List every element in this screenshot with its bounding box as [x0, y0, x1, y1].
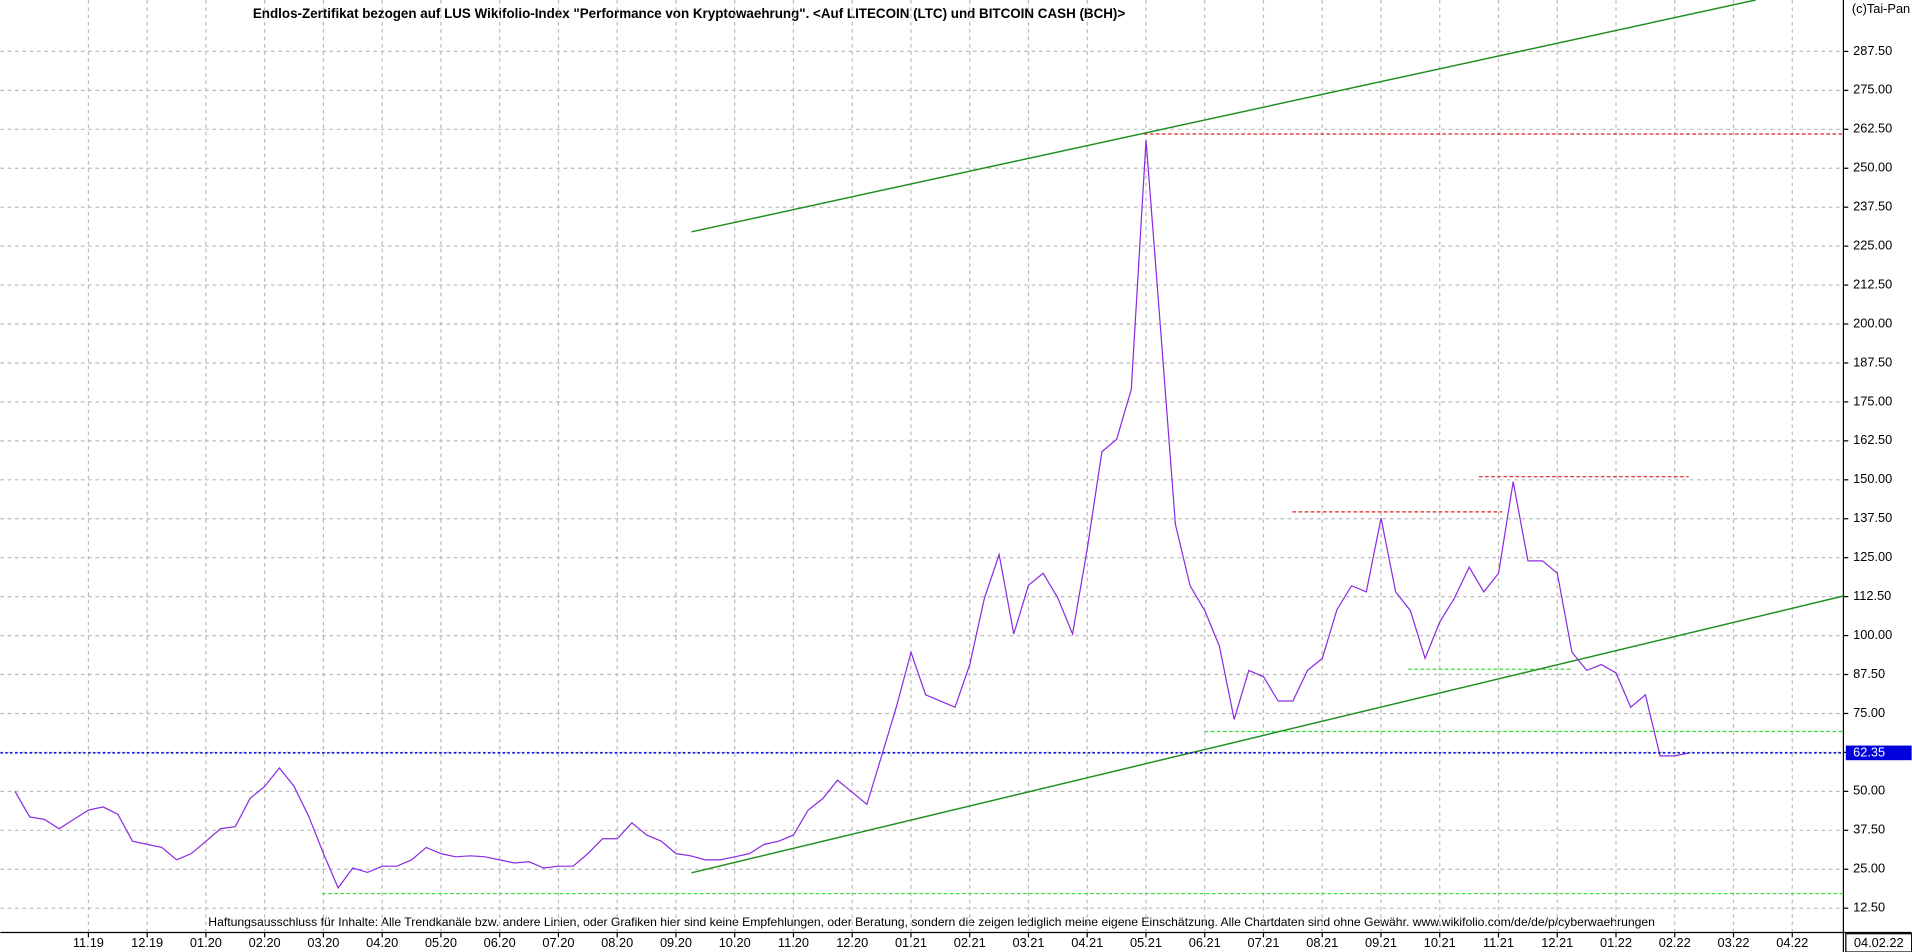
x-tick-label: 04.21 — [1071, 935, 1103, 950]
current-value-box — [1845, 745, 1912, 761]
y-tick-label: 75.00 — [1853, 705, 1885, 720]
y-tick-label: 225.00 — [1853, 238, 1892, 253]
x-tick-label: 12.21 — [1541, 935, 1573, 950]
y-tick-label: 200.00 — [1853, 315, 1892, 330]
y-tick-label: 50.00 — [1853, 783, 1885, 798]
trend-line — [691, 0, 1756, 233]
y-tick-label: 162.50 — [1853, 432, 1892, 447]
x-tick-label: 01.21 — [895, 935, 927, 950]
x-tick-label: 12.20 — [836, 935, 868, 950]
x-tick-label: 02.22 — [1659, 935, 1691, 950]
price-line — [14, 140, 1690, 890]
x-tick-label: 03.22 — [1718, 935, 1750, 950]
y-tick-label: 212.50 — [1853, 276, 1892, 291]
x-tick-label: 01.22 — [1600, 935, 1632, 950]
y-tick-label: 287.50 — [1853, 43, 1892, 58]
y-tick-label: 125.00 — [1853, 549, 1892, 564]
y-tick-label: 187.50 — [1853, 354, 1892, 369]
chart-title: Endlos-Zertifikat bezogen auf LUS Wikifo… — [253, 6, 1126, 21]
x-tick-label: 06.20 — [484, 935, 516, 950]
x-tick-label: 04.22 — [1776, 935, 1808, 950]
x-tick-label: 03.21 — [1012, 935, 1044, 950]
x-tick-label: 09.21 — [1365, 935, 1397, 950]
x-tick-label: 08.21 — [1306, 935, 1338, 950]
x-tick-label: 06.21 — [1189, 935, 1221, 950]
y-tick-label: 100.00 — [1853, 627, 1892, 642]
disclaimer: Haftungsausschluss für Inhalte: Alle Tre… — [208, 915, 1655, 929]
x-tick-label: 02.20 — [249, 935, 281, 950]
x-tick-label: 04.20 — [366, 935, 398, 950]
x-tick-label: 07.20 — [542, 935, 574, 950]
trend-line — [691, 595, 1844, 874]
x-tick-label: 02.21 — [954, 935, 986, 950]
x-tick-label: 03.20 — [307, 935, 339, 950]
y-tick-label: 275.00 — [1853, 82, 1892, 97]
copyright: (c)Tai-Pan — [1852, 1, 1910, 16]
x-tick-label: 05.20 — [425, 935, 457, 950]
x-tick-label: 11.19 — [73, 935, 104, 950]
y-tick-label: 25.00 — [1853, 861, 1885, 876]
y-tick-label: 137.50 — [1853, 510, 1892, 525]
x-tick-label: 11.20 — [778, 935, 809, 950]
y-tick-label: 37.50 — [1853, 822, 1885, 837]
y-tick-label: 262.50 — [1853, 121, 1892, 136]
y-tick-label: 175.00 — [1853, 393, 1892, 408]
x-tick-label: 10.20 — [719, 935, 751, 950]
x-tick-label: 08.20 — [601, 935, 633, 950]
x-tick-label: 11.21 — [1483, 935, 1514, 950]
y-tick-label: 87.50 — [1853, 666, 1885, 681]
x-tick-label: 12.19 — [131, 935, 163, 950]
y-tick-label: 12.50 — [1853, 900, 1885, 915]
y-tick-label: 150.00 — [1853, 471, 1892, 486]
y-tick-label: 112.50 — [1853, 588, 1891, 603]
y-tick-label: 237.50 — [1853, 199, 1892, 214]
last-date: 04.02.22 — [1854, 935, 1904, 950]
x-tick-label: 07.21 — [1247, 935, 1279, 950]
current-value-label: 62.35 — [1853, 744, 1885, 759]
y-tick-label: 250.00 — [1853, 160, 1892, 175]
x-tick-label: 05.21 — [1130, 935, 1162, 950]
x-tick-label: 01.20 — [190, 935, 222, 950]
x-tick-label: 09.20 — [660, 935, 692, 950]
x-tick-label: 10.21 — [1424, 935, 1456, 950]
